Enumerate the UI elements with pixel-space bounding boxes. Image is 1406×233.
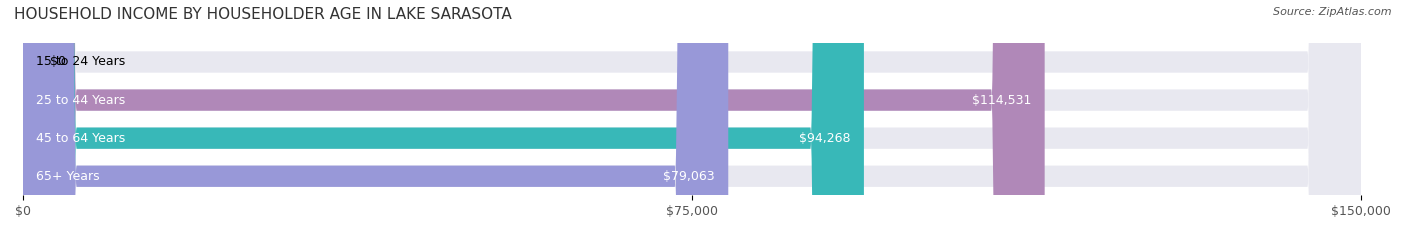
FancyBboxPatch shape	[22, 0, 728, 233]
Text: 15 to 24 Years: 15 to 24 Years	[37, 55, 125, 69]
Text: Source: ZipAtlas.com: Source: ZipAtlas.com	[1274, 7, 1392, 17]
Text: 65+ Years: 65+ Years	[37, 170, 100, 183]
FancyBboxPatch shape	[22, 0, 1361, 233]
Text: $79,063: $79,063	[664, 170, 714, 183]
FancyBboxPatch shape	[22, 0, 1045, 233]
FancyBboxPatch shape	[22, 0, 863, 233]
FancyBboxPatch shape	[22, 0, 1361, 233]
Text: $94,268: $94,268	[799, 132, 851, 145]
Text: $114,531: $114,531	[972, 94, 1031, 106]
Text: HOUSEHOLD INCOME BY HOUSEHOLDER AGE IN LAKE SARASOTA: HOUSEHOLD INCOME BY HOUSEHOLDER AGE IN L…	[14, 7, 512, 22]
Text: 45 to 64 Years: 45 to 64 Years	[37, 132, 125, 145]
Text: 25 to 44 Years: 25 to 44 Years	[37, 94, 125, 106]
Text: $0: $0	[49, 55, 66, 69]
FancyBboxPatch shape	[22, 0, 1361, 233]
FancyBboxPatch shape	[22, 0, 1361, 233]
